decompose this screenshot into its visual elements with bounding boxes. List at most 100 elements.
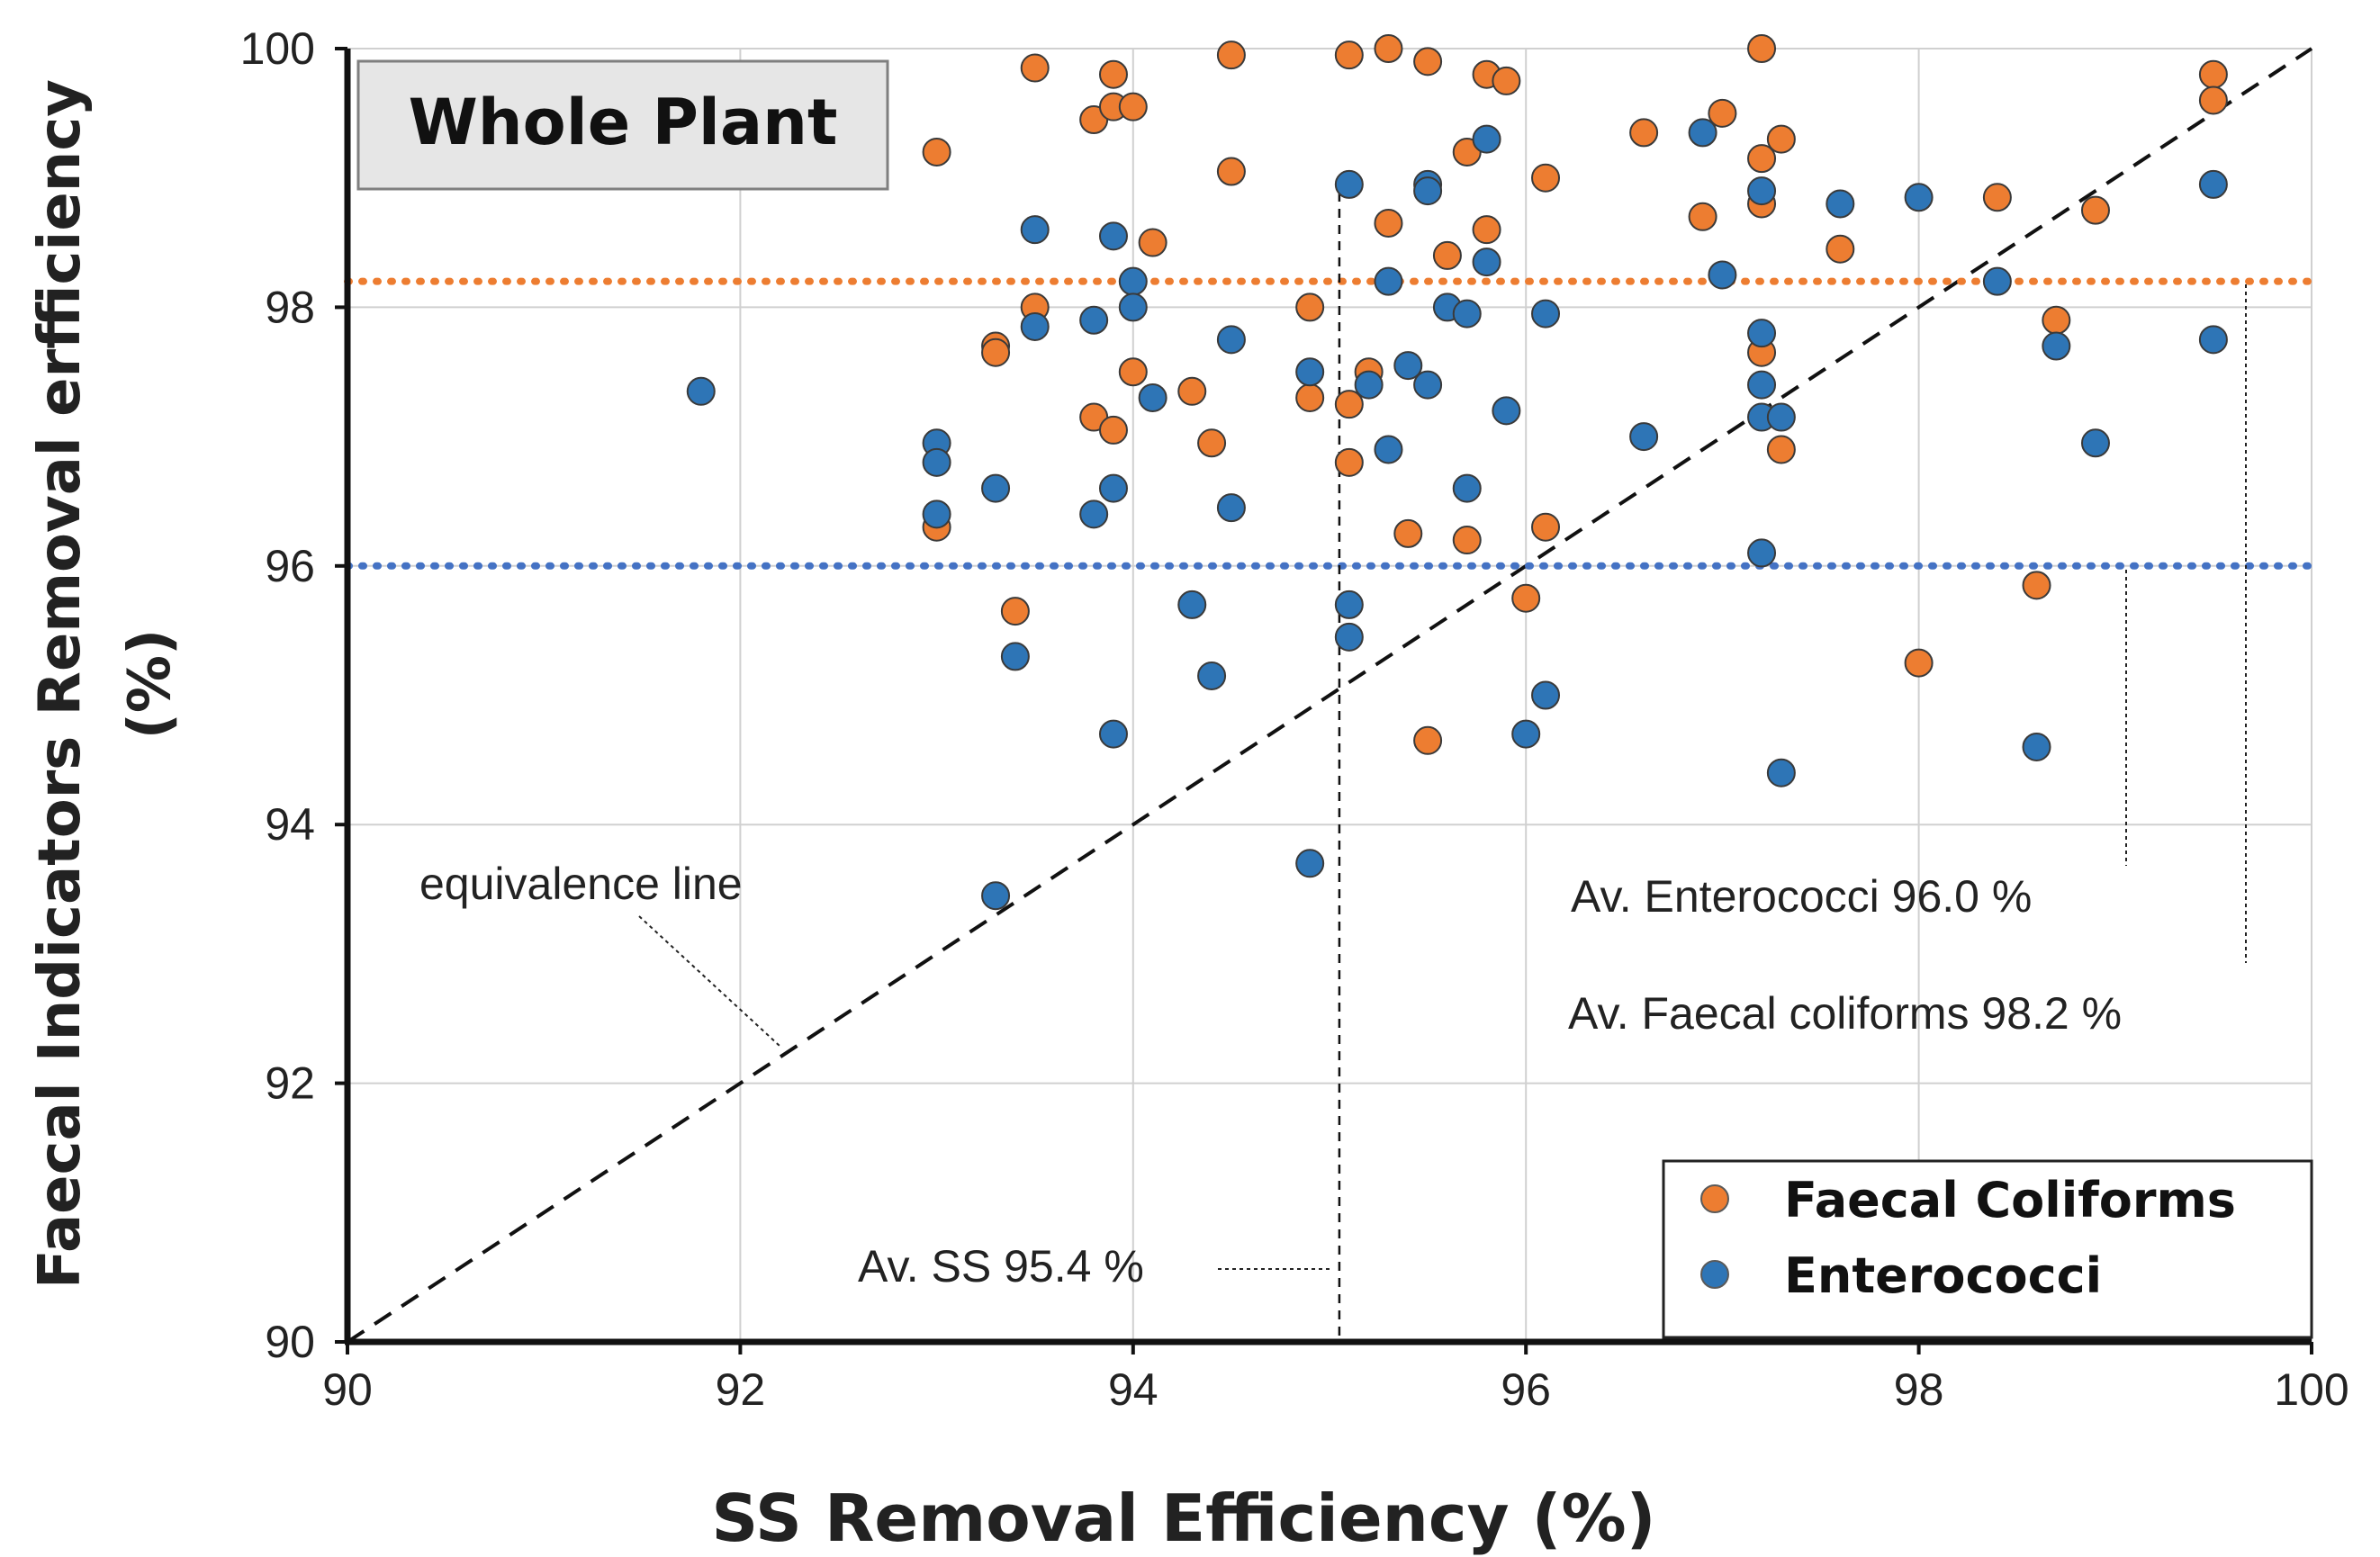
grid <box>347 48 2312 1342</box>
data-points <box>686 34 2228 911</box>
equivalence-line-label: equivalence line <box>419 859 743 909</box>
enterococci-point <box>1020 311 1050 341</box>
faecal-point <box>1452 526 1482 555</box>
faecal-point <box>1334 447 1364 477</box>
faecal-point <box>1098 415 1128 445</box>
equivalence-label-leader <box>638 915 780 1047</box>
enterococci-point <box>1452 473 1482 503</box>
faecal-point <box>1216 157 1246 186</box>
enterococci-point <box>1216 493 1246 523</box>
faecal-point <box>1826 234 1855 264</box>
enterococci-point <box>1747 538 1777 568</box>
enterococci-point <box>981 881 1011 911</box>
enterococci-point <box>1000 642 1030 671</box>
title-panel: Whole Plant <box>356 59 889 191</box>
x-tick-label: 98 <box>1894 1364 1944 1415</box>
faecal-point <box>1138 228 1167 257</box>
faecal-point <box>1334 40 1364 70</box>
enterococci-point <box>686 376 716 406</box>
enterococci-point <box>1452 299 1482 328</box>
faecal-point <box>1531 163 1561 193</box>
enterococci-point <box>1334 622 1364 652</box>
legend-marker-faecal <box>1700 1184 1729 1213</box>
x-tick-label: 92 <box>716 1364 766 1415</box>
enterococci-point <box>1766 402 1796 432</box>
enterococci-point <box>1079 305 1109 335</box>
enterococci-point <box>922 500 951 529</box>
enterococci-point <box>1747 370 1777 400</box>
faecal-point <box>1747 34 1777 63</box>
faecal-point <box>1098 59 1128 89</box>
faecal-point <box>1531 512 1561 542</box>
faecal-point <box>1766 435 1796 464</box>
avg-enterococci-label: Av. Enterococci 96.0 % <box>1571 871 2032 922</box>
faecal-point <box>922 137 951 166</box>
faecal-point <box>1177 376 1207 406</box>
enterococci-point <box>1688 118 1717 148</box>
equivalence-line <box>346 47 2313 1344</box>
enterococci-point <box>2042 331 2071 361</box>
enterococci-point <box>1531 299 1561 328</box>
enterococci-point <box>1177 590 1207 619</box>
enterococci-point <box>1766 758 1796 788</box>
y-tick-label: 94 <box>265 799 315 850</box>
legend-label-enterococci: Enterococci <box>1784 1247 2102 1304</box>
enterococci-point <box>1354 370 1384 400</box>
enterococci-point <box>922 447 951 477</box>
enterococci-point <box>1098 221 1128 251</box>
enterococci-point <box>1098 473 1128 503</box>
enterococci-point <box>1216 325 1246 355</box>
faecal-point <box>1766 124 1796 154</box>
faecal-point <box>1432 240 1462 270</box>
y-tick-label: 90 <box>265 1317 315 1367</box>
enterococci-point <box>1904 183 1934 212</box>
reference-lines <box>344 47 2315 1344</box>
enterococci-point <box>1747 176 1777 206</box>
faecal-point <box>1688 202 1717 231</box>
enterococci-point <box>1020 215 1050 245</box>
enterococci-point <box>1098 719 1128 749</box>
faecal-point <box>1393 518 1423 548</box>
y-tick-label: 100 <box>240 23 315 74</box>
faecal-point <box>981 338 1011 367</box>
enterococci-point <box>1374 266 1403 296</box>
enterococci-point <box>1197 661 1227 690</box>
faecal-point <box>1492 66 1521 95</box>
faecal-point <box>1629 118 1659 148</box>
axes <box>335 47 2313 1354</box>
faecal-point <box>1295 292 1325 322</box>
enterococci-point <box>1295 849 1325 878</box>
enterococci-point <box>1531 680 1561 710</box>
faecal-point <box>1708 98 1737 128</box>
enterococci-point <box>2080 428 2110 458</box>
y-tick-label: 98 <box>265 282 315 332</box>
enterococci-point <box>1295 357 1325 387</box>
enterococci-point <box>981 473 1011 503</box>
enterococci-point <box>2198 325 2228 355</box>
enterococci-point <box>1118 292 1148 322</box>
faecal-point <box>1197 428 1227 458</box>
faecal-point <box>2198 59 2228 89</box>
enterococci-point <box>1511 719 1541 749</box>
faecal-point <box>1472 215 1501 245</box>
faecal-point <box>1295 382 1325 412</box>
faecal-point <box>1374 208 1403 238</box>
enterococci-point <box>1708 260 1737 290</box>
enterococci-point <box>1079 500 1109 529</box>
enterococci-point <box>1982 266 2012 296</box>
faecal-point <box>1020 53 1050 83</box>
chart-title: Whole Plant <box>409 86 838 159</box>
enterococci-point <box>1472 124 1501 154</box>
enterococci-point <box>2198 169 2228 199</box>
faecal-point <box>1334 390 1364 419</box>
faecal-point <box>1747 144 1777 174</box>
y-tick-label: 92 <box>265 1058 315 1109</box>
faecal-point <box>1216 40 1246 70</box>
enterococci-point <box>1826 189 1855 219</box>
faecal-point <box>2080 195 2110 225</box>
enterococci-point <box>1413 176 1443 206</box>
legend: Faecal Coliforms Enterococci <box>1662 1159 2313 1339</box>
x-tick-label: 96 <box>1501 1364 1551 1415</box>
enterococci-point <box>1472 248 1501 277</box>
faecal-point <box>1374 34 1403 63</box>
